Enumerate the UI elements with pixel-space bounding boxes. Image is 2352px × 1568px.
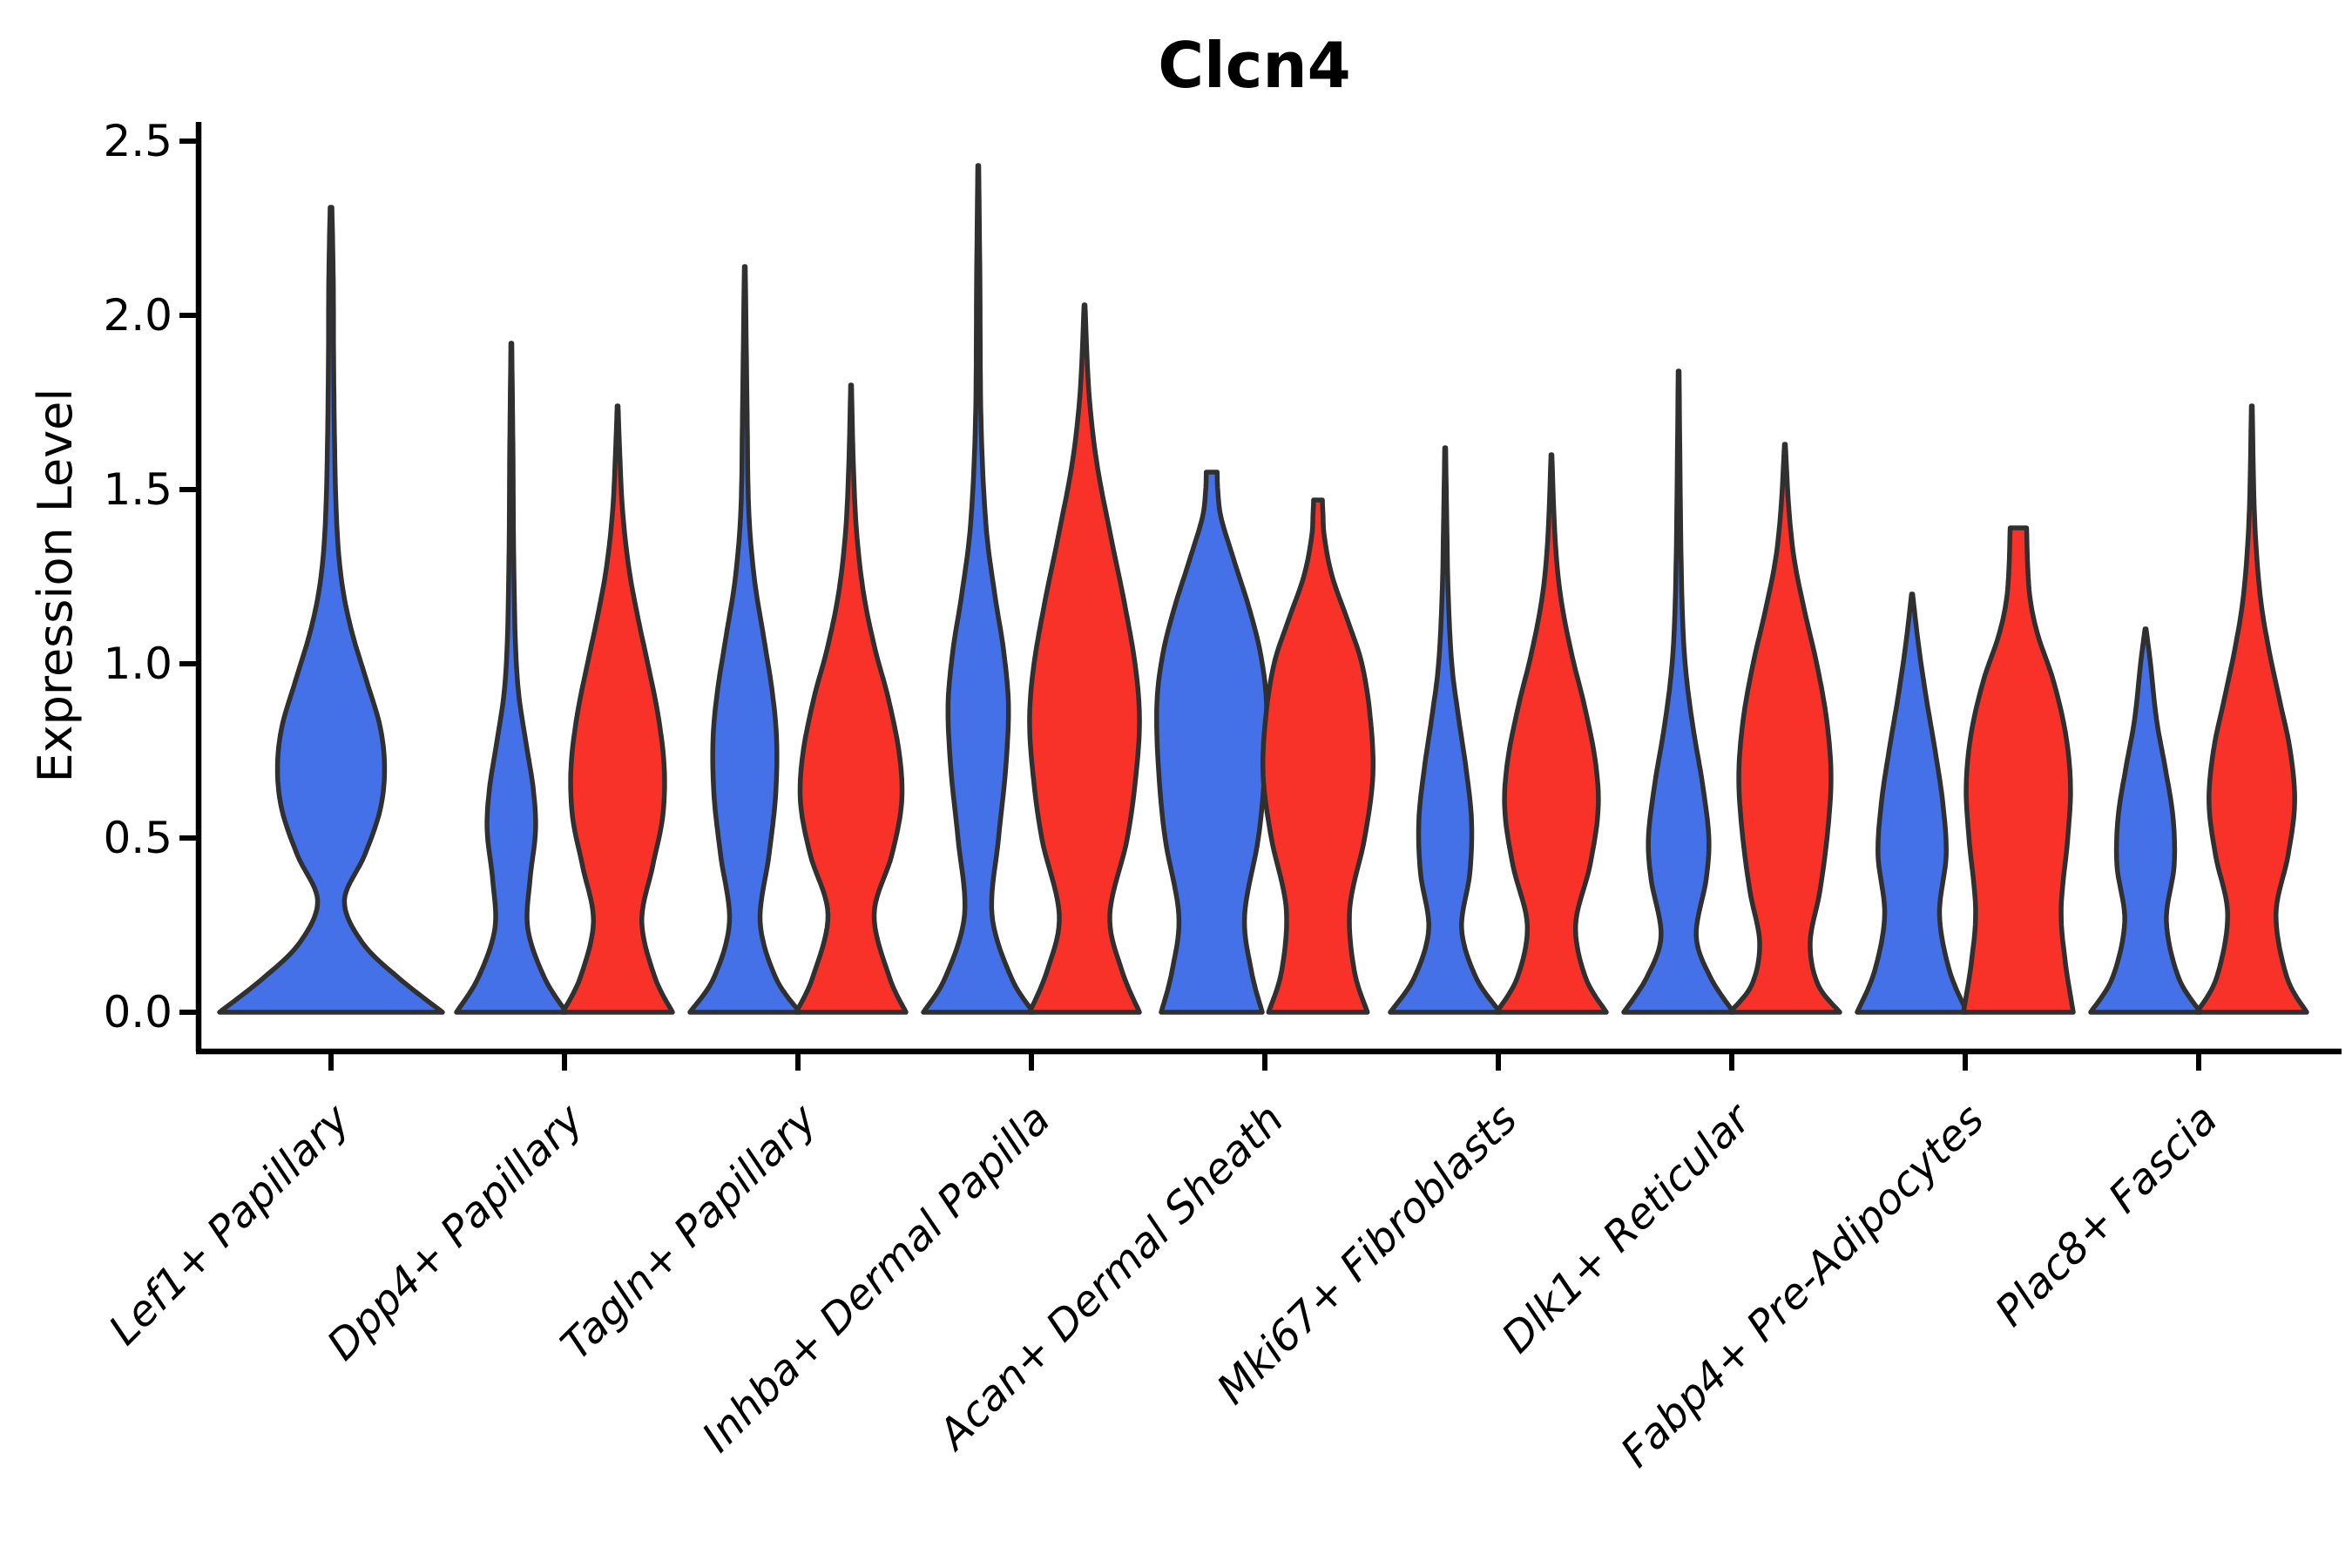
violin-inhba-dermal-papilla-blue bbox=[921, 163, 1036, 1015]
y-ticks: 0.0 0.5 1.0 1.5 2.0 2.5 bbox=[103, 116, 199, 1037]
violin-lef1-papillary-blue bbox=[217, 205, 445, 1015]
y-tick-label-0.5: 0.5 bbox=[103, 813, 172, 863]
y-tick-label-2.5: 2.5 bbox=[103, 116, 172, 166]
y-tick-label-1.5: 1.5 bbox=[103, 464, 172, 515]
violin-fabp4-pre-adipocytes-red bbox=[1961, 525, 2076, 1015]
violin-inhba-dermal-papilla-red bbox=[1027, 302, 1142, 1015]
y-tick-label-0.0: 0.0 bbox=[103, 987, 172, 1037]
violins-layer bbox=[217, 163, 2309, 1015]
y-axis-label: Expression Level bbox=[28, 389, 83, 783]
violin-dlk1-reticular-red bbox=[1727, 442, 1842, 1015]
y-tick-label-2.0: 2.0 bbox=[103, 290, 172, 341]
violin-dpp4-papillary-red bbox=[560, 403, 675, 1015]
violin-plac8-fascia-blue bbox=[2088, 626, 2203, 1015]
violin-acan-dermal-sheath-red bbox=[1260, 497, 1376, 1015]
violin-tagln-papillary-red bbox=[794, 382, 909, 1015]
violin-fabp4-pre-adipocytes-blue bbox=[1855, 591, 1970, 1015]
violin-tagln-papillary-blue bbox=[687, 264, 802, 1015]
violin-mki67-fibroblasts-red bbox=[1494, 452, 1609, 1015]
violin-dpp4-papillary-blue bbox=[454, 341, 569, 1015]
plot-title: Clcn4 bbox=[1158, 29, 1351, 102]
violin-mki67-fibroblasts-blue bbox=[1388, 445, 1503, 1015]
violin-plac8-fascia-red bbox=[2194, 403, 2309, 1015]
violin-dlk1-reticular-blue bbox=[1621, 368, 1736, 1015]
y-tick-label-1.0: 1.0 bbox=[103, 639, 172, 689]
